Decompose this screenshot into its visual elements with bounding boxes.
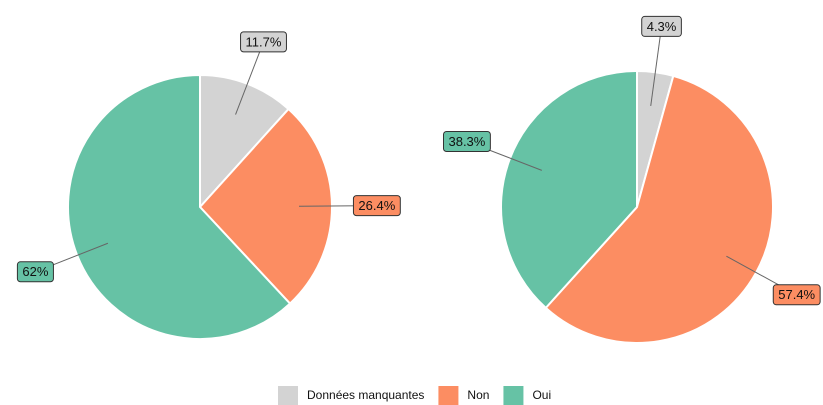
legend-swatch [278, 386, 298, 405]
value-label-box [442, 131, 491, 153]
value-label: 62% [22, 264, 48, 279]
value-label-box [16, 261, 54, 283]
leader-line [650, 26, 663, 106]
leader-line [235, 41, 264, 115]
value-label: 4.3% [647, 19, 677, 34]
legend-label: Données manquantes [307, 388, 424, 402]
value-label: 11.7% [246, 34, 282, 49]
value-label-box [352, 195, 401, 217]
legend-label: Oui [532, 388, 551, 402]
legend-swatch [438, 386, 459, 405]
value-label: 57.4% [778, 287, 815, 302]
value-label: 26.4% [358, 198, 395, 213]
legend-label: Non [467, 388, 489, 402]
value-label-box [240, 31, 287, 53]
value-label-box [641, 15, 682, 37]
legend-swatch [503, 386, 524, 405]
value-label: 38.3% [448, 134, 485, 149]
value-label-box [772, 284, 821, 306]
